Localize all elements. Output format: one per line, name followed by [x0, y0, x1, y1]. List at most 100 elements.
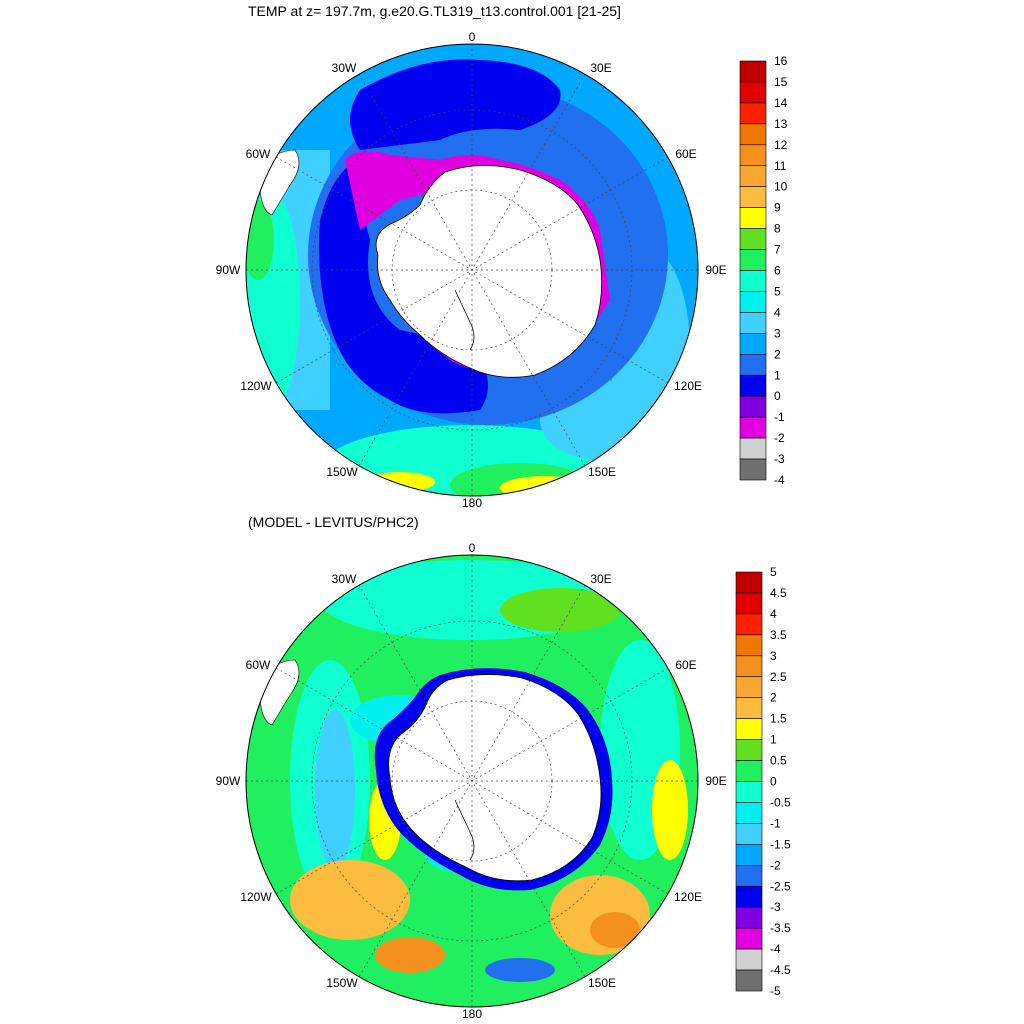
top-lon-label-90e: 90E [705, 263, 726, 277]
top-colorbar-swatch [739, 333, 767, 355]
top-colorbar-tick-label: 2 [774, 347, 781, 361]
top-peninsula [454, 289, 475, 351]
bottom-lon-label-120e: 120E [674, 890, 702, 904]
top-lon-label-90w: 90W [216, 263, 241, 277]
bottom-colorbar-tick-label: -5 [770, 984, 781, 998]
bottom-lon-label-150e: 150E [588, 976, 616, 990]
bottom-colorbar-swatch [735, 802, 763, 824]
top-colorbar-tick-label: 8 [774, 222, 781, 236]
top-yellow-south [500, 476, 590, 496]
bottom-colorbar-tick-label: -0.5 [770, 795, 791, 809]
bottom-colorbar-swatch [735, 697, 763, 719]
bottom-colorbar-swatch [735, 739, 763, 761]
bottom-lon-label-180: 180 [462, 1007, 482, 1021]
top-colorbar-tick-label: 5 [774, 284, 781, 298]
top-colorbar-tick-label: 13 [774, 117, 788, 131]
bottom-antarctica [388, 674, 602, 882]
bottom-colorbar-tick-label: 3 [770, 649, 777, 663]
top-map-border [245, 43, 699, 497]
bottom-colorbar-swatch [735, 927, 763, 950]
bottom-blue-south [485, 958, 555, 982]
top-colorbar-swatch [739, 228, 767, 250]
bottom-colorbar-swatch [735, 864, 763, 887]
top-lon-label-150e: 150E [588, 465, 616, 479]
bottom-colorbar-swatch [735, 634, 763, 657]
bottom-lon-label-60w: 60W [246, 658, 271, 672]
bottom-lon-label-120w: 120W [240, 890, 272, 904]
top-antarctica [375, 165, 603, 378]
top-graticule [246, 44, 698, 496]
bottom-green-north [500, 588, 620, 632]
top-lon-label-180: 180 [462, 496, 482, 510]
bottom-colorbar-swatch [735, 655, 763, 678]
bottom-colorbar-tick-label: 2.5 [770, 670, 787, 684]
top-colorbar-swatch [739, 374, 767, 397]
bottom-colorbar-tick-label: -3.5 [770, 921, 791, 935]
top-yellow-sw [365, 472, 435, 492]
bottom-colorbar-tick-label: 2 [770, 691, 777, 705]
bottom-colorbar-swatch [735, 844, 763, 866]
top-colorbar-tick-label: 4 [774, 305, 781, 319]
bottom-lon-label-60e: 60E [675, 658, 696, 672]
bottom-colorbar-tick-label: -4.5 [770, 963, 791, 977]
bottom-lon-label-30w: 30W [332, 572, 357, 586]
bottom-colorbar-tick-label: -1 [770, 816, 781, 830]
top-lon-label-30w: 30W [332, 61, 357, 75]
bottom-lon-label-90w: 90W [216, 774, 241, 788]
bottom-colorbar-swatch [735, 823, 763, 845]
top-colorbar-tick-label: 12 [774, 138, 788, 152]
bottom-colorbar-swatch [735, 592, 763, 615]
bottom-colorbar-swatch [735, 969, 763, 992]
bottom-colorbar-tick-label: -2 [770, 858, 781, 872]
bottom-colorbar-swatch [735, 676, 763, 699]
top-colorbar-swatch [739, 186, 767, 208]
bottom-colorbar-tick-label: 1.5 [770, 712, 787, 726]
bottom-lon-label-0: 0 [469, 541, 476, 555]
bottom-orange-se [590, 912, 640, 948]
bottom-colorbar-swatch [735, 718, 763, 740]
top-colorbar-swatch [739, 270, 767, 292]
top-colorbar-swatch [739, 207, 767, 229]
top-colorbar-tick-label: -1 [774, 410, 785, 424]
top-lon-label-150w: 150W [326, 465, 358, 479]
bottom-colorbar-swatch [735, 885, 763, 908]
bottom-colorbar-tick-label: 4 [770, 607, 777, 621]
top-colorbar-swatch [739, 123, 767, 146]
bottom-colorbar-tick-label: -3 [770, 900, 781, 914]
bottom-lon-label-30e: 30E [590, 572, 611, 586]
bottom-colorbar-swatch [735, 906, 763, 929]
top-colorbar-swatch [739, 437, 767, 460]
top-deep-blue-weddell [350, 59, 561, 150]
bottom-colorbar-tick-label: 0.5 [770, 754, 787, 768]
top-colorbar-swatch [739, 81, 767, 104]
top-colorbar-tick-label: 15 [774, 75, 788, 89]
bottom-colorbar-tick-label: -4 [770, 942, 781, 956]
top-colorbar-tick-label: -3 [774, 452, 785, 466]
bottom-yellow-sw [290, 860, 410, 940]
bottom-orange-sw [375, 937, 445, 973]
top-colorbar-swatch [739, 144, 767, 167]
bottom-colorbar-swatch [735, 948, 763, 971]
top-map [246, 44, 698, 496]
top-colorbar-swatch [739, 395, 767, 418]
top-colorbar-tick-label: 11 [774, 159, 787, 173]
top-colorbar-swatch [739, 165, 767, 188]
bottom-colorbar-tick-label: 4.5 [770, 586, 787, 600]
top-colorbar-tick-label: 7 [774, 243, 781, 257]
top-plot-title: TEMP at z= 197.7m, g.e20.G.TL319_t13.con… [248, 3, 621, 19]
bottom-plot-title: (MODEL - LEVITUS/PHC2) [248, 514, 419, 530]
top-colorbar-tick-label: 1 [774, 368, 781, 382]
top-colorbar-tick-label: 10 [774, 180, 788, 194]
top-lon-label-0: 0 [469, 30, 476, 44]
top-colorbar-swatch [739, 312, 767, 334]
top-lon-label-120e: 120E [674, 379, 702, 393]
bottom-colorbar-tick-label: 1 [770, 733, 777, 747]
top-colorbar-swatch [739, 458, 767, 481]
bottom-colorbar: 5 4.5 4 3.5 3 2.5 2 1.5 1 0.5 0 -0.5 -1 -1.5 -2 -2.5 -3 -… [735, 565, 791, 998]
top-lon-label-60e: 60E [675, 147, 696, 161]
bottom-colorbar-tick-label: 0 [770, 775, 777, 789]
bottom-yellow-east [652, 760, 688, 860]
bottom-colorbar-swatch [735, 781, 763, 803]
